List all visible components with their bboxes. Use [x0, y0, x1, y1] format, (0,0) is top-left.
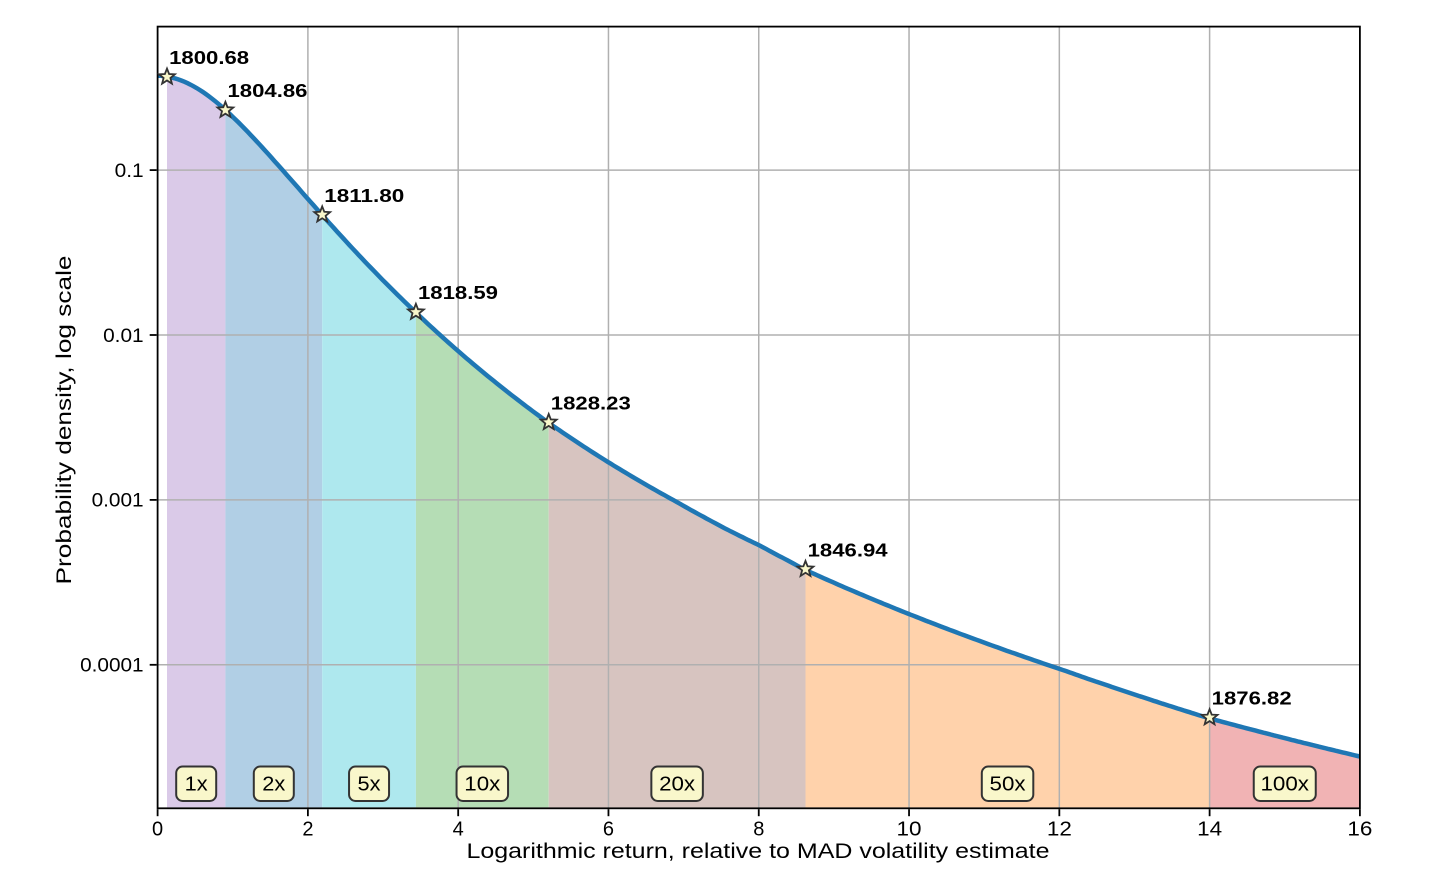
- svg-text:0.1: 0.1: [115, 161, 144, 182]
- svg-text:1828.23: 1828.23: [551, 393, 631, 413]
- svg-text:4: 4: [453, 819, 464, 841]
- svg-text:50x: 50x: [990, 774, 1026, 796]
- svg-text:0.001: 0.001: [92, 491, 144, 512]
- svg-text:10x: 10x: [464, 774, 500, 796]
- svg-text:1811.80: 1811.80: [324, 186, 404, 206]
- svg-text:1x: 1x: [185, 774, 208, 796]
- svg-text:8: 8: [753, 819, 764, 841]
- svg-text:1804.86: 1804.86: [228, 81, 308, 101]
- svg-text:100x: 100x: [1261, 774, 1310, 796]
- svg-text:1876.82: 1876.82: [1212, 689, 1292, 709]
- svg-text:Probability density, log scale: Probability density, log scale: [52, 255, 76, 584]
- svg-text:6: 6: [603, 819, 614, 841]
- svg-text:1818.59: 1818.59: [418, 283, 498, 303]
- svg-text:2x: 2x: [262, 774, 285, 796]
- svg-text:16: 16: [1347, 819, 1372, 841]
- svg-text:0: 0: [152, 819, 163, 841]
- svg-text:5x: 5x: [358, 774, 381, 796]
- svg-text:1800.68: 1800.68: [169, 48, 249, 68]
- svg-text:20x: 20x: [659, 774, 695, 796]
- svg-text:0.01: 0.01: [103, 326, 144, 347]
- svg-text:10: 10: [897, 819, 922, 841]
- svg-text:12: 12: [1047, 819, 1072, 841]
- svg-text:14: 14: [1197, 819, 1222, 841]
- svg-text:Logarithmic return, relative t: Logarithmic return, relative to MAD vola…: [467, 839, 1050, 863]
- svg-text:0.0001: 0.0001: [80, 656, 144, 677]
- svg-text:2: 2: [302, 819, 313, 841]
- svg-text:1846.94: 1846.94: [808, 540, 888, 560]
